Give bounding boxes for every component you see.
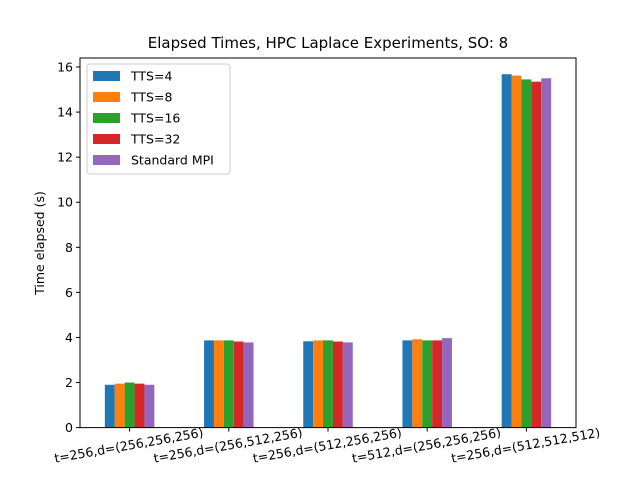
y-tick-label: 8 bbox=[65, 240, 73, 255]
legend-label: TTS=16 bbox=[130, 111, 180, 126]
bar bbox=[442, 338, 452, 428]
y-tick-label: 10 bbox=[57, 195, 73, 210]
bar bbox=[511, 75, 522, 428]
bar bbox=[501, 74, 512, 428]
y-tick-label: 12 bbox=[57, 150, 73, 165]
legend-box bbox=[86, 63, 231, 175]
bar bbox=[432, 340, 443, 428]
y-axis: 0 2 4 6 8 10 12 14 16 bbox=[57, 60, 80, 435]
y-tick-label: 14 bbox=[57, 105, 73, 120]
plot-frame bbox=[79, 57, 577, 429]
bar bbox=[313, 340, 324, 428]
chart-title: Elapsed Times, HPC Laplace Experiments, … bbox=[148, 34, 508, 52]
legend-swatch bbox=[93, 134, 120, 144]
bar bbox=[323, 340, 333, 428]
bar bbox=[531, 81, 542, 428]
legend-label: TTS=8 bbox=[130, 90, 172, 105]
legend-swatch bbox=[93, 92, 120, 102]
bar bbox=[223, 340, 234, 428]
y-tick-label: 0 bbox=[65, 420, 73, 435]
bar bbox=[332, 341, 343, 428]
bar bbox=[104, 384, 115, 428]
y-tick-label: 2 bbox=[65, 375, 73, 390]
legend-label: Standard MPI bbox=[131, 153, 214, 168]
bar bbox=[422, 340, 433, 428]
legend-swatch bbox=[93, 113, 120, 123]
legend: TTS=4 TTS=8 TTS=16 TTS=32 Standard MPI bbox=[86, 63, 231, 175]
y-tick-label: 4 bbox=[65, 330, 73, 345]
bar bbox=[144, 384, 155, 428]
bar bbox=[521, 79, 532, 428]
bar bbox=[114, 383, 125, 428]
legend-swatch bbox=[93, 71, 120, 81]
y-tick-label: 6 bbox=[65, 285, 73, 300]
bar bbox=[134, 383, 145, 428]
bars-group bbox=[104, 74, 552, 428]
bar bbox=[342, 342, 353, 428]
bar bbox=[402, 340, 413, 428]
bar bbox=[412, 339, 423, 428]
y-tick-label: 16 bbox=[57, 60, 73, 75]
legend-swatch bbox=[93, 155, 120, 165]
bar bbox=[213, 340, 224, 428]
bar bbox=[124, 382, 135, 428]
bar bbox=[204, 340, 214, 428]
bar bbox=[233, 341, 244, 428]
y-axis-label: Time elapsed (s) bbox=[32, 191, 47, 296]
legend-label: TTS=4 bbox=[130, 69, 172, 84]
bar bbox=[541, 78, 552, 428]
bar bbox=[303, 341, 314, 428]
bar bbox=[243, 342, 254, 428]
legend-label: TTS=32 bbox=[130, 132, 180, 147]
